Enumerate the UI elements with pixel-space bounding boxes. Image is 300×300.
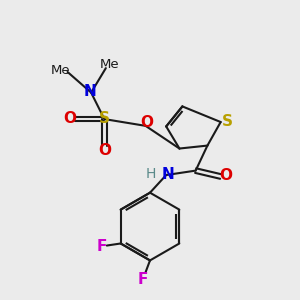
Text: O: O (220, 168, 232, 183)
Text: H: H (146, 167, 156, 182)
Text: N: N (83, 84, 96, 99)
Text: N: N (162, 167, 175, 182)
Text: F: F (137, 272, 148, 287)
Text: O: O (63, 111, 76, 126)
Text: Me: Me (51, 64, 70, 77)
Text: O: O (99, 143, 112, 158)
Text: O: O (141, 115, 154, 130)
Text: S: S (99, 111, 110, 126)
Text: S: S (222, 114, 232, 129)
Text: Me: Me (100, 58, 119, 71)
Text: F: F (96, 239, 107, 254)
